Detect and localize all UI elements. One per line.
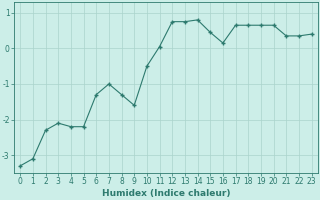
X-axis label: Humidex (Indice chaleur): Humidex (Indice chaleur) — [102, 189, 230, 198]
